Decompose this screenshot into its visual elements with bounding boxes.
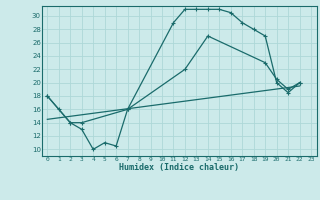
X-axis label: Humidex (Indice chaleur): Humidex (Indice chaleur) [119,163,239,172]
